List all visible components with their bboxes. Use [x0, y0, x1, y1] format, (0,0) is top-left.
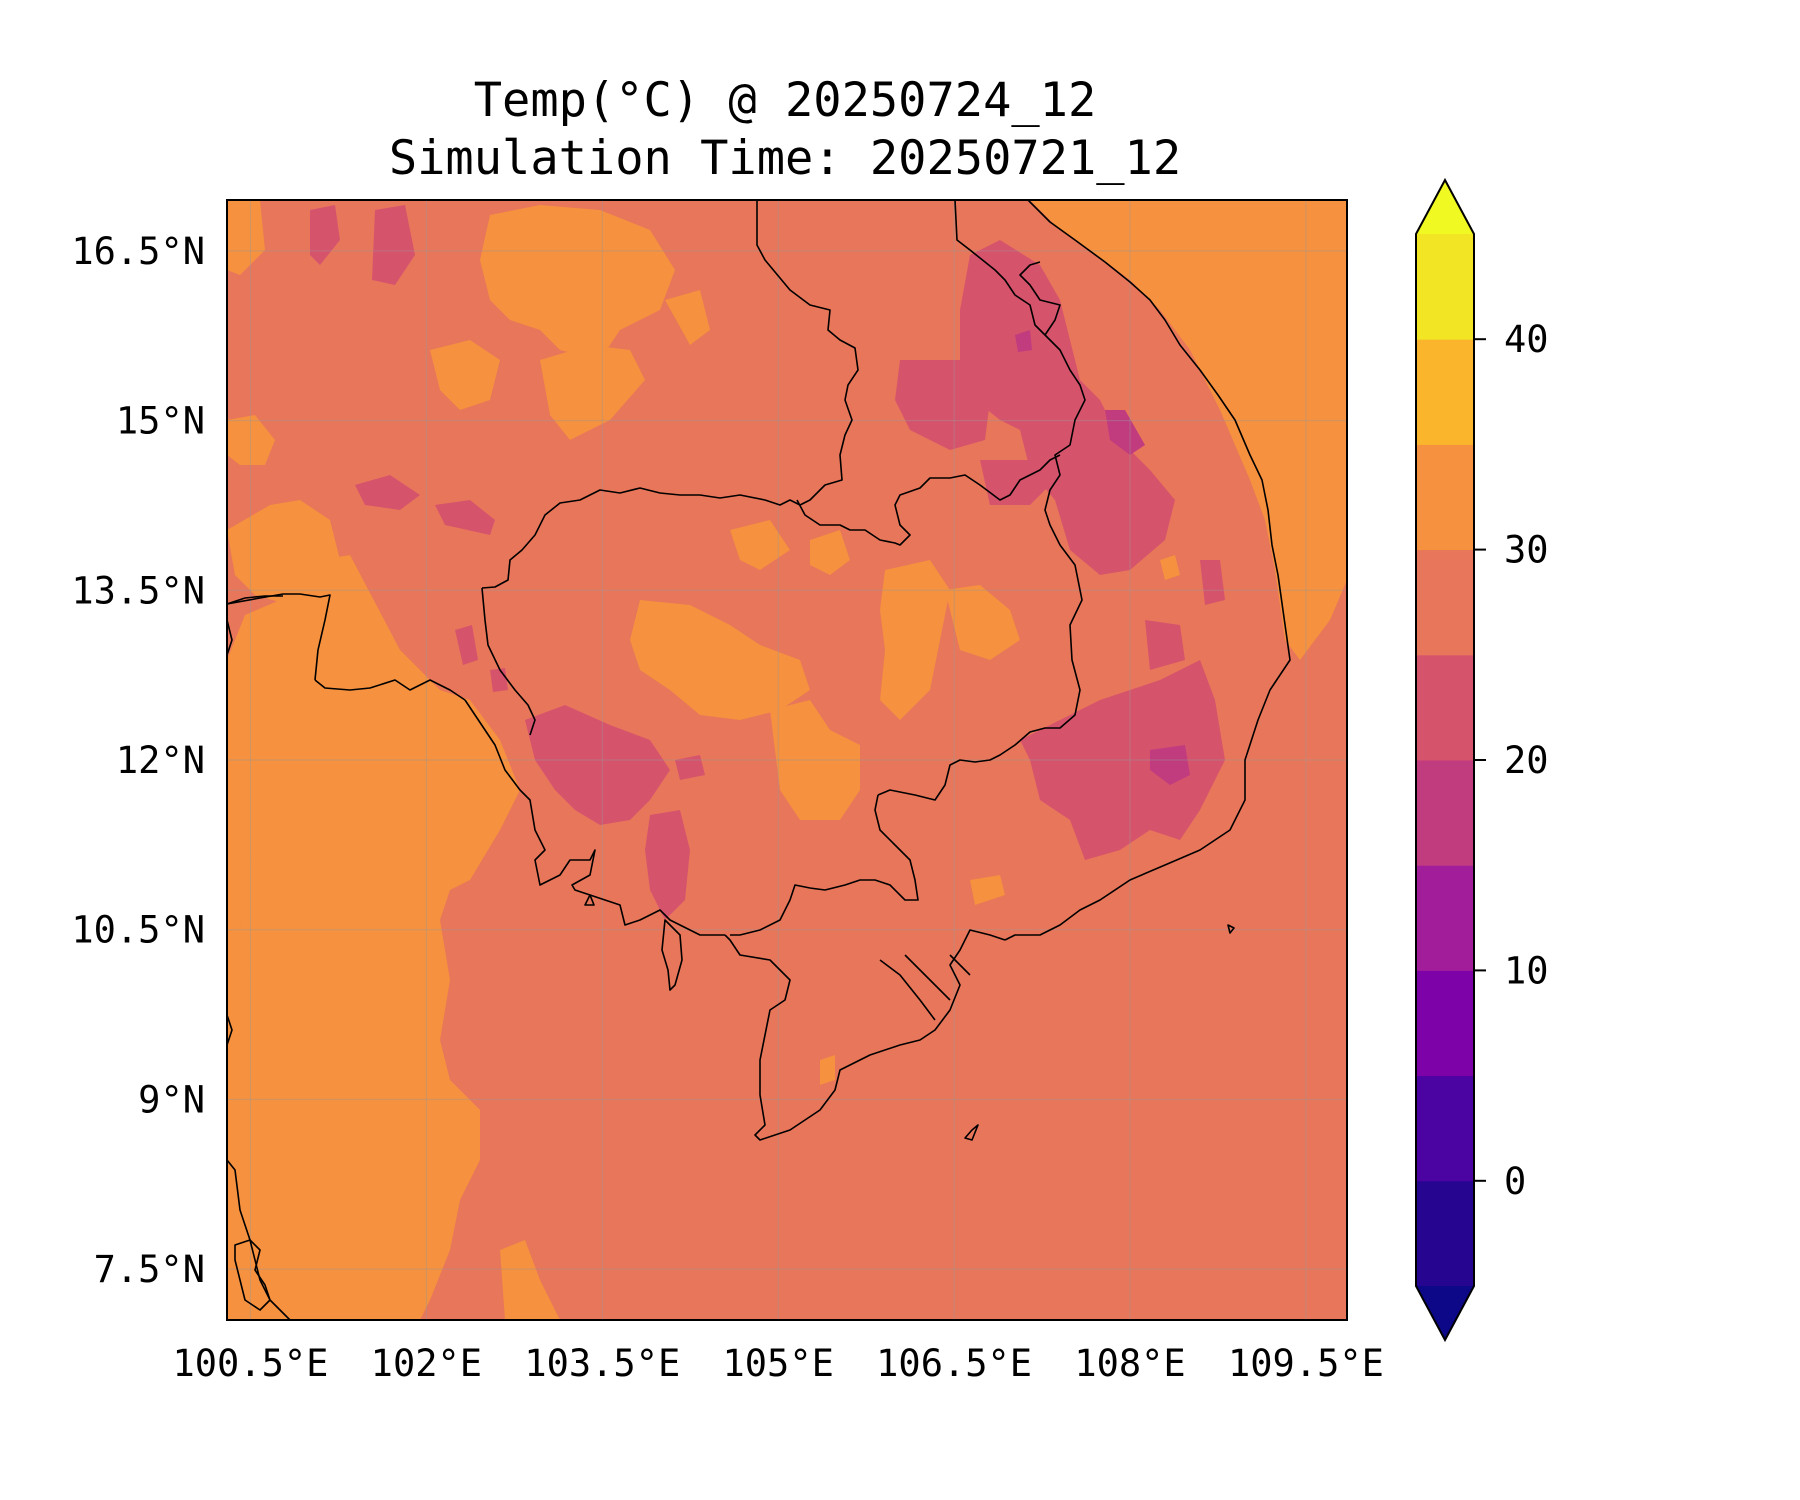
y-tick-label: 7.5°N: [94, 1248, 205, 1291]
x-tick-label: 102°E: [371, 1342, 482, 1385]
x-tick-label: 105°E: [723, 1342, 834, 1385]
y-tick-label: 13.5°N: [71, 569, 205, 612]
colorbar-band: [1416, 970, 1474, 1077]
y-axis: 16.5°N 15°N 13.5°N 12°N 10.5°N 9°N 7.5°N: [71, 230, 205, 1291]
colorbar-band: [1416, 1180, 1474, 1287]
temperature-field: [227, 200, 1347, 1320]
x-tick-label: 106.5°E: [876, 1342, 1032, 1385]
colorbar-tick-label: 20: [1504, 739, 1549, 782]
colorbar-tick-label: 10: [1504, 949, 1549, 992]
x-axis: 100.5°E 102°E 103.5°E 105°E 106.5°E 108°E 109.…: [172, 1342, 1383, 1385]
x-tick-label: 100.5°E: [172, 1342, 328, 1385]
colorbar-extend-under: [1416, 1286, 1474, 1340]
temp-band-30-35: [227, 200, 1347, 1320]
colorbar: 0 10 20 30 40: [1415, 177, 1549, 1343]
y-tick-label: 16.5°N: [71, 230, 205, 273]
y-tick-label: 12°N: [116, 739, 205, 782]
colorbar-outline: [1415, 177, 1475, 1343]
map-title: Temp(°C) @ 20250724_12: [473, 73, 1097, 128]
colorbar-band: [1416, 444, 1474, 551]
y-tick-label: 9°N: [138, 1078, 205, 1121]
colorbar-extend-over: [1416, 180, 1474, 234]
colorbar-band: [1416, 760, 1474, 866]
x-tick-label: 103.5°E: [524, 1342, 680, 1385]
coastlines-borders: [227, 200, 1291, 1320]
map-gridlines: [227, 200, 1347, 1320]
x-tick-label: 108°E: [1074, 1342, 1185, 1385]
temp-band-20-25: [310, 205, 1225, 920]
y-tick-label: 15°N: [116, 400, 205, 443]
map-frame: [226, 199, 1348, 1321]
temp-band-15-20: [1015, 330, 1190, 785]
colorbar-tick-label: 40: [1504, 318, 1549, 361]
colorbar-tick-label: 30: [1504, 529, 1549, 572]
colorbar-band: [1416, 339, 1474, 445]
colorbar-band: [1416, 865, 1474, 971]
colorbar-band: [1416, 234, 1474, 340]
colorbar-band: [1416, 1075, 1474, 1182]
x-tick-label: 109.5°E: [1228, 1342, 1384, 1385]
y-tick-label: 10.5°N: [71, 909, 205, 952]
colorbar-band: [1416, 654, 1474, 761]
colorbar-band: [1416, 549, 1474, 656]
colorbar-tick-label: 0: [1504, 1160, 1526, 1203]
map-subtitle: Simulation Time: 20250721_12: [388, 131, 1182, 186]
